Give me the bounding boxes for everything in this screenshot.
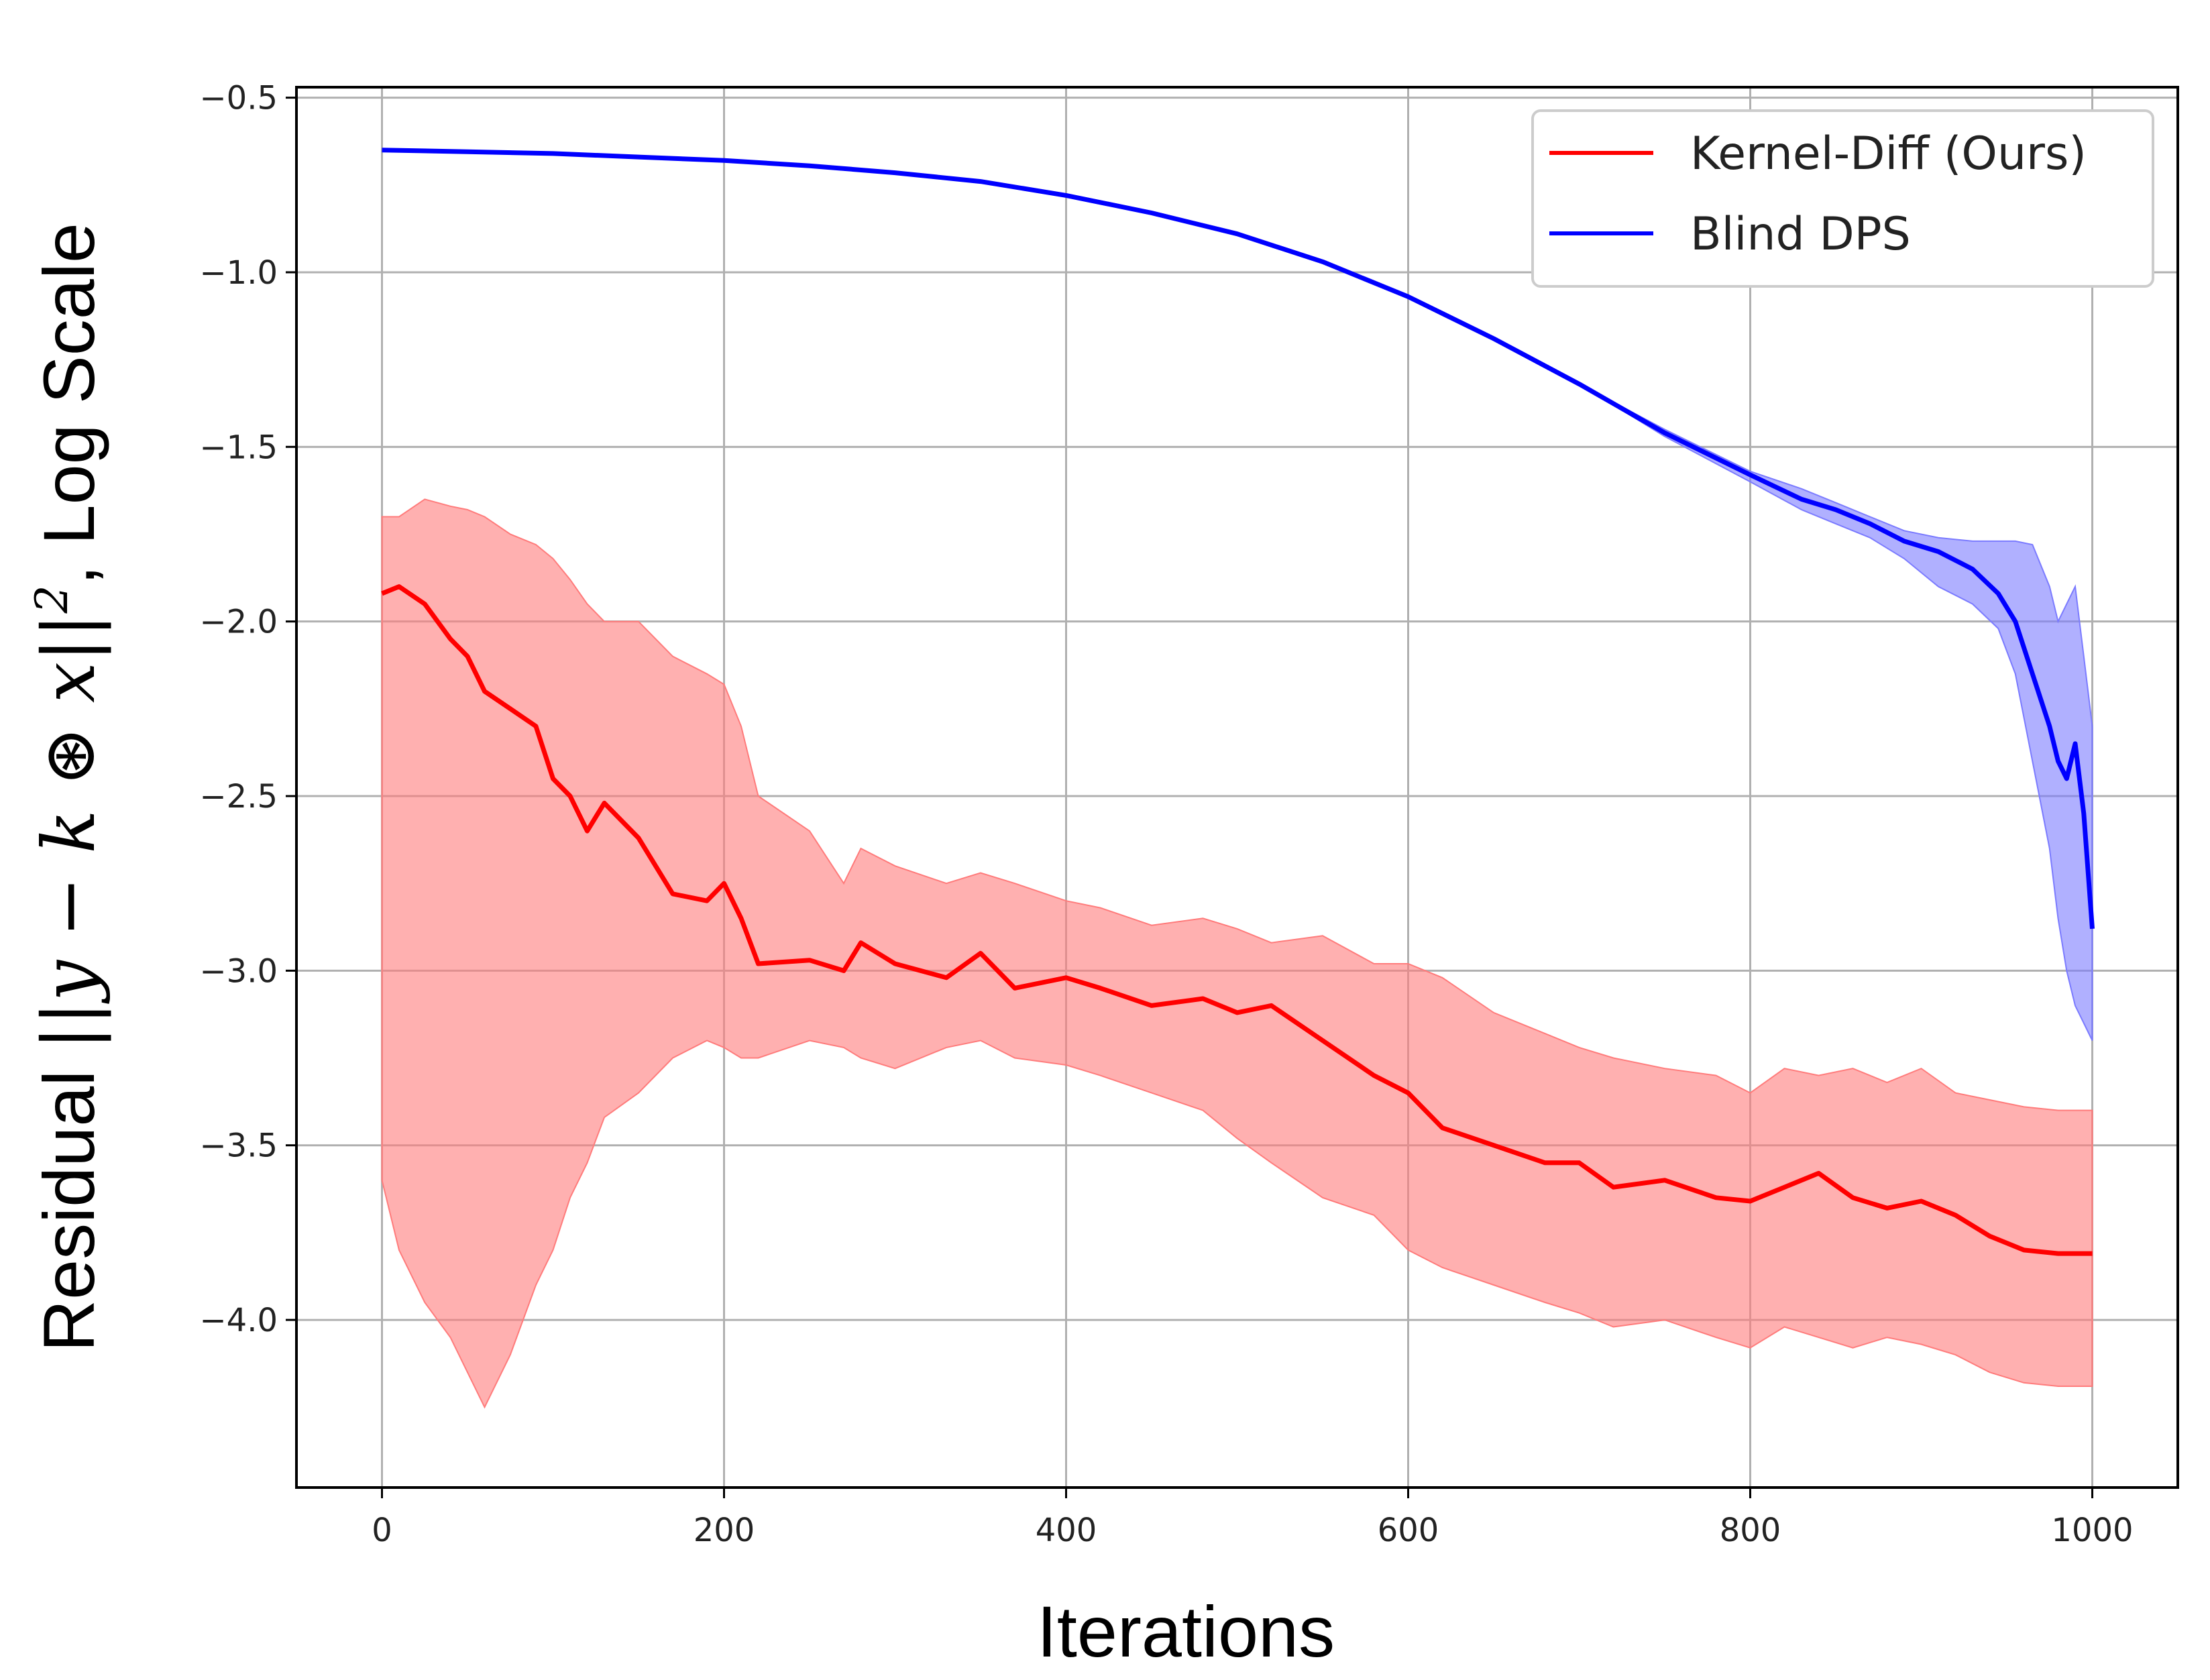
x-tick-label: 800 (1720, 1512, 1781, 1549)
line-blind-dps (382, 148, 2095, 930)
y-tick-label: −3.0 (199, 952, 278, 990)
x-tick-label: 0 (372, 1512, 392, 1549)
x-tick-label: 400 (1036, 1512, 1097, 1549)
y-axis-title-prefix: Residual (28, 1050, 109, 1352)
y-tick-label: −1.0 (199, 254, 278, 292)
x-axis-ticks: 0 200 400 600 800 1000 (372, 1488, 2134, 1549)
y-tick-label: −3.5 (199, 1127, 278, 1165)
legend-label-blind-dps: Blind DPS (1690, 208, 1911, 261)
y-tick-label: −2.5 (199, 778, 278, 816)
legend: Kernel-Diff (Ours) Blind DPS (1531, 109, 2154, 288)
legend-box (1531, 109, 2154, 288)
plot-frame (295, 86, 2179, 1489)
x-tick-label: 600 (1378, 1512, 1439, 1549)
y-axis-title-math: ||y − k ⊛ x|| (27, 613, 111, 1050)
x-axis-title: Iterations (1037, 1591, 1335, 1672)
line-kernel-diff-ours (381, 584, 2093, 1256)
legend-label-kernel-diff: Kernel-Diff (Ours) (1690, 127, 2087, 180)
y-tick-label: −2.0 (199, 604, 278, 641)
y-axis-title: Residual ||y − k ⊛ x||2, Log Scale (26, 223, 111, 1352)
y-tick-label: −4.0 (199, 1302, 278, 1339)
x-tick-label: 1000 (2051, 1512, 2133, 1549)
series-lines (381, 148, 2095, 1256)
grid (296, 87, 2178, 1488)
y-tick-label: −1.5 (199, 429, 278, 466)
y-axis-title-superscript: 2 (26, 585, 78, 614)
y-axis-ticks: −0.5 −1.0 −1.5 −2.0 −2.5 −3.0 −3.5 −4.0 (199, 80, 296, 1339)
x-tick-label: 200 (694, 1512, 755, 1549)
y-tick-label: −0.5 (199, 80, 278, 117)
y-axis-title-suffix: , Log Scale (28, 223, 109, 585)
